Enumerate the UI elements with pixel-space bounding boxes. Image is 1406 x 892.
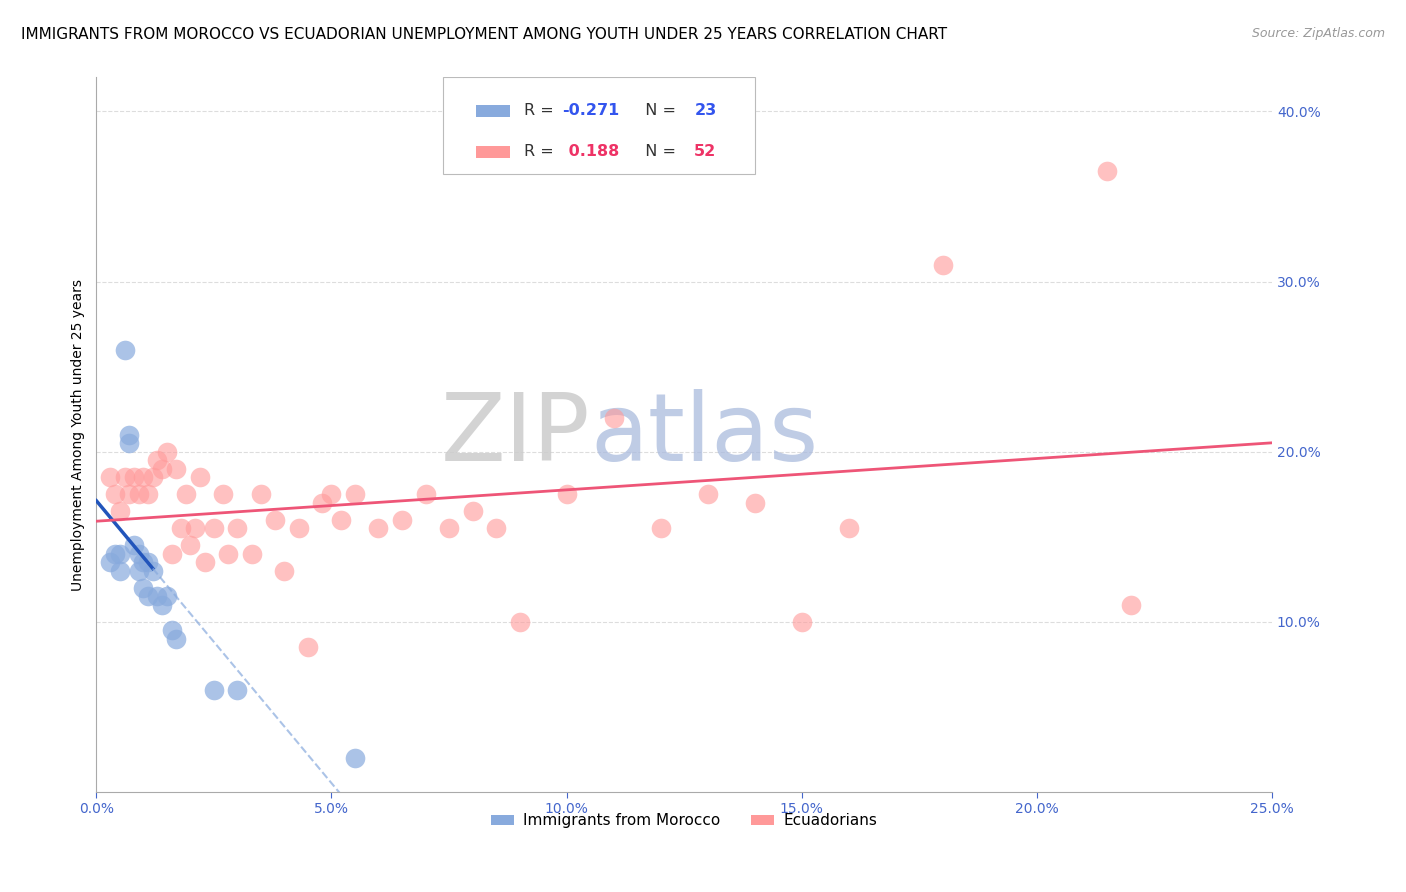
Point (343, 487, 366, 501)
Point (202, 682, 225, 697)
Y-axis label: Unemployment Among Youth under 25 years: Unemployment Among Youth under 25 years (72, 278, 86, 591)
Text: -0.271: -0.271 (562, 103, 620, 119)
Point (696, 487, 718, 501)
Point (602, 410, 624, 425)
Point (188, 470, 211, 484)
Point (297, 640, 319, 655)
Text: 0.188: 0.188 (562, 145, 619, 160)
Point (128, 564, 150, 578)
Point (118, 487, 141, 501)
Point (1097, 164, 1119, 178)
Point (343, 751, 366, 765)
Text: R =: R = (524, 103, 558, 119)
Point (202, 521, 225, 535)
Text: R =: R = (524, 145, 558, 160)
Text: Source: ZipAtlas.com: Source: ZipAtlas.com (1251, 27, 1385, 40)
Point (150, 598, 173, 612)
Point (150, 461, 173, 475)
Point (132, 555, 155, 569)
FancyBboxPatch shape (477, 145, 510, 158)
Point (212, 487, 235, 501)
Text: 52: 52 (695, 145, 717, 160)
Point (160, 547, 183, 561)
Point (108, 547, 131, 561)
Point (118, 436, 141, 450)
Point (461, 504, 484, 518)
Point (174, 487, 197, 501)
Point (179, 538, 201, 552)
Point (165, 461, 187, 475)
Point (118, 427, 141, 442)
Point (217, 547, 239, 561)
Point (744, 496, 766, 510)
Point (128, 547, 150, 561)
Point (184, 521, 207, 535)
Point (156, 590, 179, 604)
Point (108, 504, 131, 518)
Point (165, 632, 187, 646)
Point (114, 343, 136, 357)
Point (650, 521, 672, 535)
FancyBboxPatch shape (443, 78, 755, 174)
Point (329, 513, 352, 527)
Point (100, 470, 122, 484)
Point (226, 521, 249, 535)
Point (193, 555, 215, 569)
Point (437, 521, 460, 535)
Text: N =: N = (636, 145, 682, 160)
Point (391, 513, 413, 527)
Point (287, 521, 309, 535)
Text: 23: 23 (695, 103, 717, 119)
Point (146, 453, 169, 467)
Point (136, 487, 159, 501)
Point (108, 564, 131, 578)
Point (226, 682, 249, 697)
Text: atlas: atlas (591, 389, 818, 481)
Point (128, 487, 150, 501)
Point (932, 258, 955, 272)
Point (1119, 598, 1142, 612)
Point (100, 555, 122, 569)
Point (485, 521, 508, 535)
Point (273, 564, 295, 578)
Point (415, 487, 437, 501)
Point (170, 521, 193, 535)
Point (311, 496, 333, 510)
Point (132, 470, 155, 484)
Point (156, 444, 179, 458)
Point (132, 581, 155, 595)
Point (509, 615, 531, 629)
Point (136, 555, 159, 569)
Point (104, 487, 127, 501)
Point (790, 615, 813, 629)
Point (264, 513, 287, 527)
Point (122, 470, 145, 484)
Point (104, 547, 127, 561)
Text: N =: N = (636, 103, 682, 119)
Point (555, 487, 578, 501)
Point (146, 590, 169, 604)
Point (160, 624, 183, 638)
Point (142, 564, 165, 578)
Point (122, 538, 145, 552)
Point (136, 590, 159, 604)
Text: ZIP: ZIP (440, 389, 591, 481)
Point (114, 470, 136, 484)
Text: IMMIGRANTS FROM MOROCCO VS ECUADORIAN UNEMPLOYMENT AMONG YOUTH UNDER 25 YEARS CO: IMMIGRANTS FROM MOROCCO VS ECUADORIAN UN… (21, 27, 948, 42)
Legend: Immigrants from Morocco, Ecuadorians: Immigrants from Morocco, Ecuadorians (485, 807, 883, 834)
Point (838, 521, 860, 535)
Point (321, 487, 343, 501)
Point (367, 521, 389, 535)
Point (250, 487, 273, 501)
FancyBboxPatch shape (477, 104, 510, 117)
Point (240, 547, 263, 561)
Point (142, 470, 165, 484)
